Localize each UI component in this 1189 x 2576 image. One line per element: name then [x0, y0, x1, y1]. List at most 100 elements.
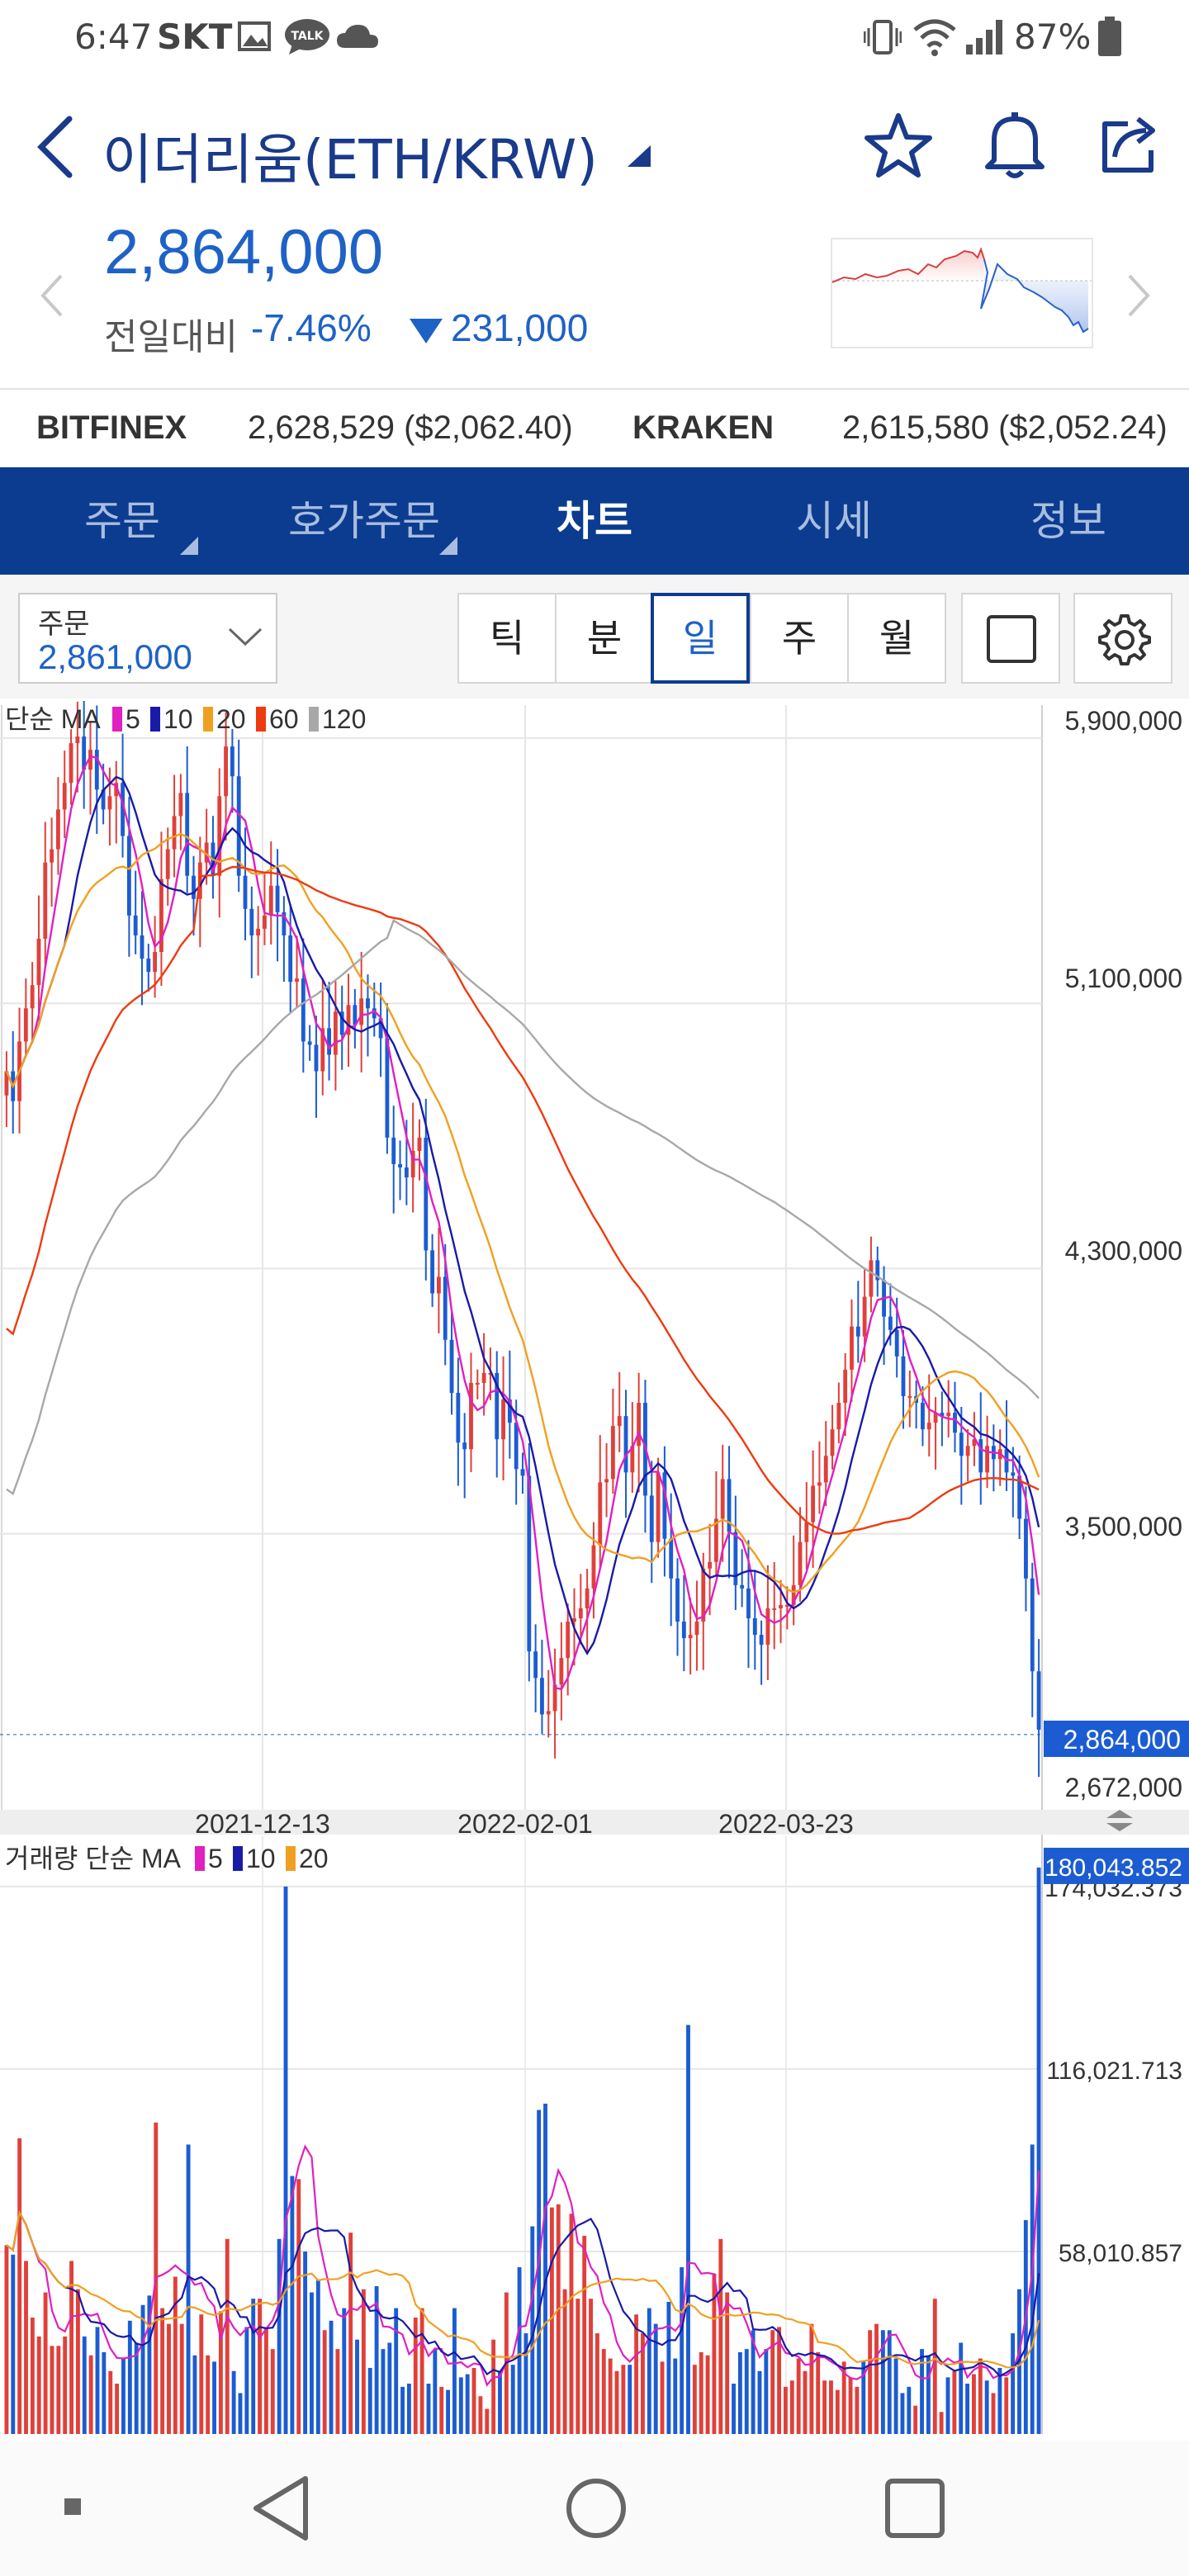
volume-bar [127, 2320, 132, 2434]
volume-bar [705, 2355, 710, 2434]
volume-bar [238, 2393, 243, 2434]
volume-bar [920, 2349, 924, 2434]
exchange-name: BITFINEX [36, 410, 187, 446]
volume-bar [329, 2320, 334, 2434]
next-coin-icon[interactable] [1125, 272, 1154, 319]
volume-bar [594, 2333, 599, 2434]
volume-bar [634, 2314, 639, 2434]
nav-back-icon[interactable] [248, 2474, 314, 2543]
candle-body [359, 998, 364, 1025]
candle-body [1017, 1475, 1022, 1519]
nav-home-icon[interactable] [565, 2477, 628, 2540]
coin-title[interactable]: 이더리움(ETH/KRW) [102, 128, 598, 192]
candle-body [178, 793, 183, 817]
expand-chart-button[interactable] [961, 593, 1060, 684]
candle-body [836, 1403, 841, 1430]
period-week-button[interactable]: 주 [750, 593, 849, 684]
favorite-star-icon[interactable] [864, 111, 933, 180]
candle-body [101, 789, 106, 810]
exchange-prices-row: BITFINEX 2,628,529 ($2,062.40) KRAKEN 2,… [0, 390, 1189, 466]
volume-bar [991, 2393, 996, 2434]
tab-order[interactable]: 주문 [40, 467, 205, 575]
tab-chart[interactable]: 차트 [557, 497, 632, 545]
candle-body [662, 1472, 667, 1539]
current-price-label: 2,864,000 [1063, 1725, 1181, 1754]
candle-body [126, 836, 131, 916]
order-price-select[interactable]: 주문 2,861,000 [18, 593, 277, 684]
period-minute-button[interactable]: 분 [555, 593, 654, 684]
period-tick-button[interactable]: 틱 [457, 593, 557, 684]
period-day-button[interactable]: 일 [651, 593, 750, 684]
volume-bar [394, 2308, 399, 2434]
candle-body [36, 938, 41, 986]
candle-body [488, 1372, 493, 1375]
candle-body [566, 1622, 571, 1659]
candle-body [430, 1250, 435, 1294]
nav-dot-icon[interactable] [64, 2498, 81, 2515]
legend-label: 20 [299, 1844, 329, 1873]
volume-bar [167, 2323, 171, 2434]
candle-body [520, 1469, 525, 1476]
volume-bar [874, 2323, 879, 2434]
volume-bar [121, 2358, 126, 2434]
volume-bar [757, 2370, 762, 2434]
candle-body [940, 1413, 945, 1417]
volume-bar [816, 2351, 821, 2434]
legend-label: 60 [269, 704, 299, 734]
volume-bar [939, 2412, 944, 2434]
nav-recents-icon[interactable] [883, 2477, 946, 2540]
tab-orderbook-order[interactable]: 호가주문 [261, 467, 467, 575]
candle-body [772, 1608, 777, 1610]
candle-body [107, 796, 112, 810]
volume-bar [913, 2405, 918, 2434]
candle-body [249, 908, 254, 935]
volume-bar [841, 2361, 846, 2434]
volume-bar [822, 2380, 827, 2434]
tab-quotes[interactable]: 시세 [796, 497, 872, 545]
legend-label: 5 [208, 1844, 223, 1873]
volume-bar [244, 2327, 249, 2434]
volume-bar [959, 2342, 964, 2434]
price-chart-area[interactable]: 5,900,000 5,100,000 4,300,000 3,500,000 2,67… [0, 698, 1189, 2441]
volume-bar [160, 2308, 165, 2434]
price-legend-prefix: 단순 MA [5, 704, 101, 734]
candlestick-volume-chart[interactable]: 5,900,000 5,100,000 4,300,000 3,500,000 2,67… [0, 698, 1189, 2441]
volume-bar [465, 2374, 470, 2434]
y-tick-label: 5,900,000 [1065, 706, 1182, 736]
volume-bar [628, 2365, 632, 2434]
candle-body [501, 1399, 505, 1440]
alert-bell-icon[interactable] [983, 109, 1047, 180]
candle-body [456, 1393, 461, 1443]
exchange-value: 2,615,580 ($2,052.24) [842, 410, 1168, 446]
candle-body [953, 1413, 957, 1433]
order-value: 2,861,000 [38, 637, 192, 676]
share-icon[interactable] [1097, 111, 1163, 177]
tab-info[interactable]: 정보 [1030, 497, 1106, 545]
main-tab-bar: 주문 호가주문 차트 시세 정보 [0, 467, 1189, 575]
candle-body [559, 1658, 564, 1685]
battery-icon [1098, 17, 1121, 56]
chevron-down-icon [228, 627, 263, 646]
x-tick-label: 2022-02-01 [457, 1809, 593, 1839]
volume-bar [732, 2384, 736, 2434]
volume-bar [296, 2179, 301, 2434]
volume-bar [900, 2393, 905, 2434]
legend-label: 10 [246, 1844, 276, 1873]
mini-intraday-chart[interactable] [831, 238, 1093, 348]
volume-bar [608, 2358, 613, 2434]
period-month-button[interactable]: 월 [847, 593, 946, 684]
legend-label: 120 [322, 704, 366, 734]
candle-body [669, 1538, 674, 1579]
coin-dropdown-icon[interactable] [626, 144, 652, 168]
candle-body [417, 1137, 422, 1151]
prev-coin-icon[interactable] [36, 272, 66, 319]
candle-body [862, 1296, 867, 1337]
volume-bar [315, 2280, 320, 2434]
volume-bar [199, 2314, 204, 2434]
chart-settings-button[interactable] [1073, 593, 1172, 684]
candle-body [114, 783, 119, 797]
back-icon[interactable] [33, 114, 79, 180]
volume-bar [290, 2176, 295, 2434]
volume-bar [348, 2233, 353, 2434]
volume-bar [56, 2346, 61, 2434]
